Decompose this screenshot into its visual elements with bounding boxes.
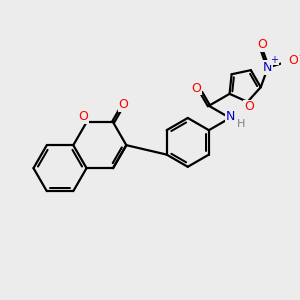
Text: H: H xyxy=(236,119,245,129)
Text: O: O xyxy=(257,38,267,51)
Text: N: N xyxy=(225,110,235,123)
Text: O: O xyxy=(288,53,298,67)
Text: +: + xyxy=(270,55,278,65)
Text: O: O xyxy=(118,98,128,111)
Text: O: O xyxy=(191,82,201,95)
Text: N: N xyxy=(263,61,273,74)
Text: O: O xyxy=(244,100,254,113)
Text: -: - xyxy=(298,49,300,62)
Text: O: O xyxy=(79,110,88,123)
